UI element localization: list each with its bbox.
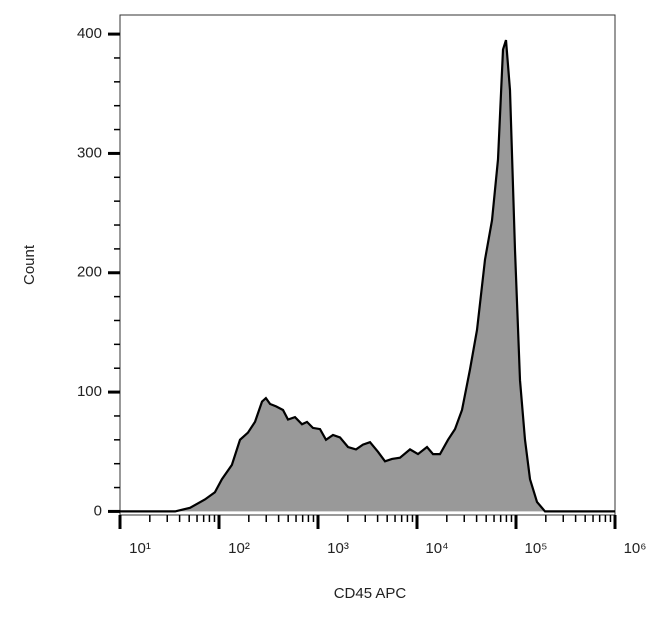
y-axis-label: Count [21, 244, 38, 285]
x-tick-label: 10² [228, 540, 250, 557]
histogram-line [120, 39, 615, 513]
y-tick-label: 100 [77, 383, 102, 400]
x-tick-label: 10⁶ [624, 540, 647, 557]
x-axis-label: CD45 APC [334, 585, 407, 602]
plot-frame [119, 14, 616, 516]
x-tick-label: 10⁴ [425, 540, 448, 557]
y-tick-label: 0 [94, 502, 102, 519]
y-tick-label: 400 [77, 25, 102, 42]
y-tick-label: 300 [77, 144, 102, 161]
x-tick-label: 10¹ [129, 540, 151, 557]
histogram-area [120, 40, 615, 512]
x-tick-label: 10³ [327, 540, 349, 557]
y-tick-label: 200 [77, 264, 102, 281]
x-tick-label: 10⁵ [525, 540, 548, 557]
